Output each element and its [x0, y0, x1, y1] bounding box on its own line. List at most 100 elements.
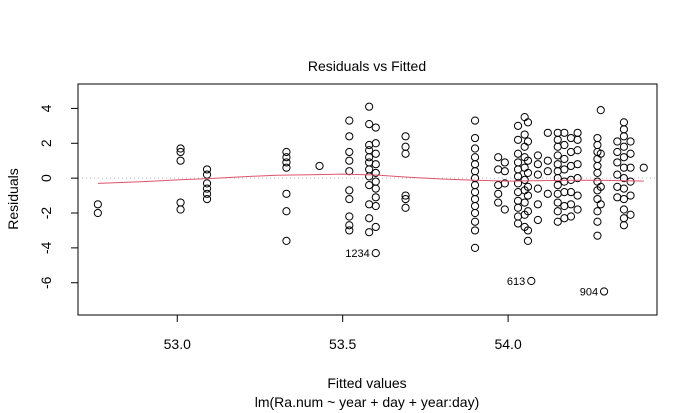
- data-point: [613, 193, 622, 202]
- data-point: [371, 160, 380, 169]
- data-point: [365, 181, 374, 190]
- data-point: [345, 156, 354, 165]
- data-point: [202, 189, 212, 198]
- data-point: [566, 147, 576, 157]
- data-point: [513, 179, 523, 188]
- data-point: [470, 208, 480, 218]
- data-point: [176, 156, 185, 165]
- data-point: [573, 146, 582, 155]
- data-point: [365, 214, 374, 223]
- y-tick-label: 0: [38, 174, 54, 182]
- data-point: [619, 153, 629, 162]
- data-point: [371, 139, 380, 148]
- data-point: [619, 132, 629, 141]
- data-point: [573, 135, 582, 144]
- data-point: [593, 177, 602, 186]
- data-point: [613, 182, 622, 191]
- data-point: [553, 135, 562, 144]
- data-point: [619, 125, 629, 134]
- data-point: [543, 189, 552, 198]
- data-point: [523, 168, 533, 178]
- data-point: [533, 170, 542, 179]
- data-point: [513, 187, 523, 197]
- data-point: [560, 177, 569, 186]
- x-tick-label: 53.0: [164, 336, 191, 352]
- data-point: [365, 119, 374, 129]
- data-point: [345, 194, 354, 204]
- data-point: [365, 165, 374, 174]
- data-point: [365, 172, 374, 181]
- data-point: [371, 168, 380, 178]
- y-axis-label: Residuals: [5, 168, 21, 229]
- data-point: [560, 187, 569, 197]
- data-point: [494, 153, 503, 162]
- data-point: [619, 163, 629, 172]
- data-point: [282, 236, 291, 246]
- data-point: [500, 167, 509, 176]
- data-point: [523, 182, 533, 191]
- data-point: [533, 151, 542, 160]
- data-point: [470, 144, 480, 153]
- data-point: [176, 147, 185, 157]
- data-point: [619, 194, 629, 204]
- data-point: [523, 207, 533, 216]
- data-point: [345, 212, 354, 221]
- data-point: [596, 182, 605, 191]
- data-point: [523, 226, 533, 235]
- data-point: [282, 189, 291, 198]
- data-point: [365, 146, 374, 155]
- data-point: [371, 184, 380, 193]
- data-point: [593, 217, 602, 226]
- data-point: [371, 177, 380, 186]
- data-point: [543, 167, 552, 176]
- data-point: [176, 144, 185, 153]
- x-tick-label: 54.0: [494, 336, 521, 352]
- data-point: [520, 163, 529, 172]
- data-point: [176, 198, 185, 207]
- data-point: [494, 181, 503, 190]
- data-point: [282, 158, 291, 167]
- data-point: [566, 133, 576, 143]
- data-point: [371, 123, 380, 132]
- data-point: [470, 167, 480, 176]
- data-point: [93, 200, 102, 209]
- data-point: [619, 118, 629, 127]
- data-point: [470, 201, 480, 211]
- data-point: [553, 142, 562, 151]
- data-point: [365, 200, 374, 209]
- data-point: [494, 189, 503, 198]
- data-point: [560, 201, 569, 211]
- data-point: [282, 163, 291, 172]
- data-point: [573, 160, 582, 169]
- data-point: [553, 189, 562, 198]
- data-point: [553, 151, 562, 160]
- data-point: [371, 222, 380, 232]
- data-point: [513, 165, 523, 174]
- data-point: [470, 133, 480, 143]
- data-points: [93, 102, 648, 296]
- data-point: [345, 116, 354, 125]
- plot-frame: [77, 83, 658, 316]
- data-point: [401, 132, 410, 141]
- smoothed-trend-line: [97, 173, 644, 184]
- data-point: [500, 205, 509, 214]
- data-point: [619, 221, 629, 230]
- data-point: [560, 154, 569, 164]
- data-point: [613, 170, 622, 179]
- data-point: [345, 147, 354, 157]
- outlier-label: 1234: [345, 248, 369, 260]
- data-point: [371, 249, 380, 258]
- data-point: [202, 194, 212, 204]
- chart-title: Residuals vs Fitted: [308, 58, 426, 74]
- data-point: [596, 149, 605, 158]
- x-axis: 53.0 53.5 54.0: [164, 314, 522, 352]
- data-point: [470, 226, 480, 235]
- data-point: [365, 102, 374, 111]
- y-tick-label: -6: [38, 276, 54, 289]
- outlier-label: 613: [507, 276, 525, 288]
- data-point: [553, 217, 562, 226]
- data-point: [345, 167, 354, 176]
- data-point: [513, 135, 523, 144]
- data-point: [500, 158, 509, 167]
